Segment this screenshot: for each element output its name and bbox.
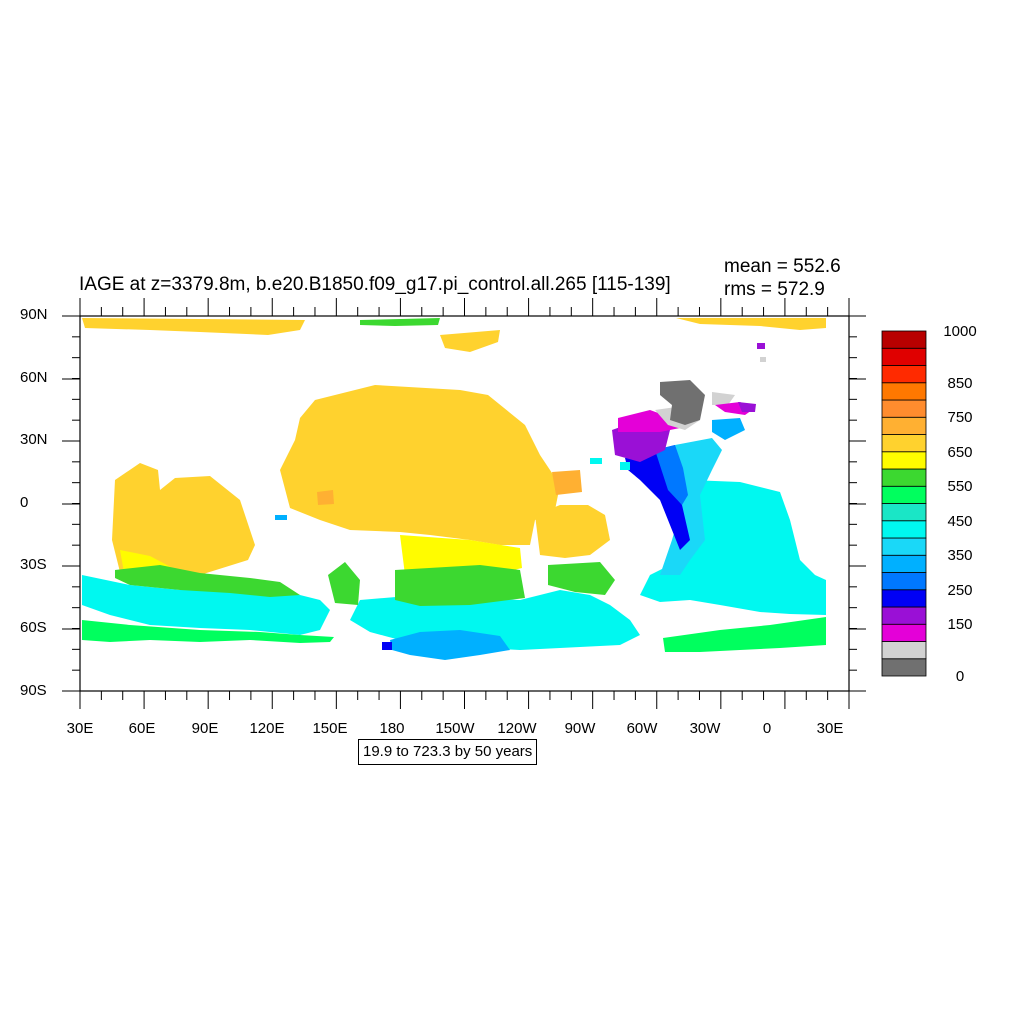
iage-field xyxy=(82,318,826,660)
lon-label-120w: 120W xyxy=(497,720,537,737)
colorbar-label-1000: 1000 xyxy=(943,323,977,340)
region-bering-blob xyxy=(440,330,500,352)
colorbar-label-850: 850 xyxy=(947,375,973,392)
lon-label-30e: 30E xyxy=(66,720,94,737)
colorbar-box-19 xyxy=(881,330,927,349)
colorbar-box-17 xyxy=(881,365,927,384)
colorbar xyxy=(881,330,927,677)
small-patch-2 xyxy=(590,458,602,464)
region-tasman-green xyxy=(328,562,360,605)
colorbar-box-1 xyxy=(881,641,927,660)
lat-label-eq: 0 xyxy=(20,494,29,511)
axis-ticks xyxy=(62,298,866,709)
lon-label-60e: 60E xyxy=(128,720,156,737)
region-greenland-gray xyxy=(712,392,735,405)
colorbar-box-0 xyxy=(881,658,927,677)
colorbar-box-8 xyxy=(881,520,927,539)
colorbar-label-350: 350 xyxy=(947,547,973,564)
colorbar-box-7 xyxy=(881,537,927,556)
rms-label: rms = 572.9 xyxy=(724,279,825,300)
colorbar-label-650: 650 xyxy=(947,444,973,461)
colorbar-box-2 xyxy=(881,623,927,642)
region-atlantic-light-cyan xyxy=(660,438,722,575)
colorbar-box-11 xyxy=(881,468,927,487)
colorbar-label-150: 150 xyxy=(947,616,973,633)
lon-label-180: 180 xyxy=(379,720,405,737)
colorbar-label-450: 450 xyxy=(947,513,973,530)
colorbar-box-4 xyxy=(881,589,927,608)
lat-label-60n: 60N xyxy=(20,369,48,386)
colorbar-box-9 xyxy=(881,503,927,522)
colorbar-box-18 xyxy=(881,347,927,366)
region-ross-blue-tip xyxy=(382,642,392,650)
colorbar-box-16 xyxy=(881,382,927,401)
region-greenland-sky xyxy=(712,418,745,440)
small-patch-1 xyxy=(275,515,287,520)
lat-label-30n: 30N xyxy=(20,431,48,448)
colorbar-box-12 xyxy=(881,451,927,470)
region-weddell-green xyxy=(663,617,826,652)
region-atlantic-darkgray xyxy=(660,380,705,425)
region-se-pacific xyxy=(535,505,610,558)
colorbar-label-0: 0 xyxy=(955,668,965,685)
region-nordic-purple xyxy=(738,402,756,412)
region-atlantic-mid-blue xyxy=(655,445,688,505)
lat-label-60s: 60S xyxy=(20,619,47,636)
small-patch-5 xyxy=(620,462,630,470)
region-arctic-band-west xyxy=(82,318,305,335)
lon-label-0: 0 xyxy=(762,720,772,737)
region-ross-blue xyxy=(390,630,510,660)
colorbar-box-13 xyxy=(881,434,927,453)
region-atlantic-dark-blue xyxy=(625,445,690,550)
small-patch-3 xyxy=(757,343,765,349)
region-south-indian-green xyxy=(115,565,300,597)
colorbar-box-10 xyxy=(881,485,927,504)
region-west-pacific-orange xyxy=(317,490,334,505)
lat-label-30s: 30S xyxy=(20,556,47,573)
region-south-atlantic-green xyxy=(548,562,615,595)
colorbar-label-250: 250 xyxy=(947,582,973,599)
colorbar-label-550: 550 xyxy=(947,478,973,495)
lon-label-30w: 30W xyxy=(689,720,721,737)
region-arctic-band-east xyxy=(676,318,826,330)
region-southern-indian-green xyxy=(82,620,334,643)
region-indian-ocean xyxy=(112,463,255,575)
mean-label: mean = 552.6 xyxy=(724,256,841,277)
lon-label-120e: 120E xyxy=(249,720,285,737)
plot-title: IAGE at z=3379.8m, b.e20.B1850.f09_g17.p… xyxy=(79,274,671,295)
region-panama-orange xyxy=(552,470,582,495)
lon-label-90w: 90W xyxy=(564,720,596,737)
colorbar-box-15 xyxy=(881,399,927,418)
region-north-pacific xyxy=(280,385,560,545)
lon-label-30e-east: 30E xyxy=(816,720,844,737)
colorbar-box-5 xyxy=(881,572,927,591)
colorbar-label-750: 750 xyxy=(947,409,973,426)
lon-label-150w: 150W xyxy=(435,720,475,737)
colorbar-box-6 xyxy=(881,554,927,573)
region-south-pacific-green xyxy=(395,565,525,606)
lon-label-60w: 60W xyxy=(626,720,658,737)
lon-label-90e: 90E xyxy=(191,720,219,737)
contour-range-box: 19.9 to 723.3 by 50 years xyxy=(358,739,538,765)
lat-label-90n: 90N xyxy=(20,306,48,323)
colorbar-box-3 xyxy=(881,606,927,625)
region-atlantic-cyan xyxy=(640,480,826,615)
region-arctic-green xyxy=(360,318,440,326)
lat-label-90s: 90S xyxy=(20,682,47,699)
colorbar-box-14 xyxy=(881,416,927,435)
small-patch-4 xyxy=(760,357,766,362)
region-south-indian-cyan xyxy=(82,575,330,635)
lon-label-150e: 150E xyxy=(312,720,348,737)
